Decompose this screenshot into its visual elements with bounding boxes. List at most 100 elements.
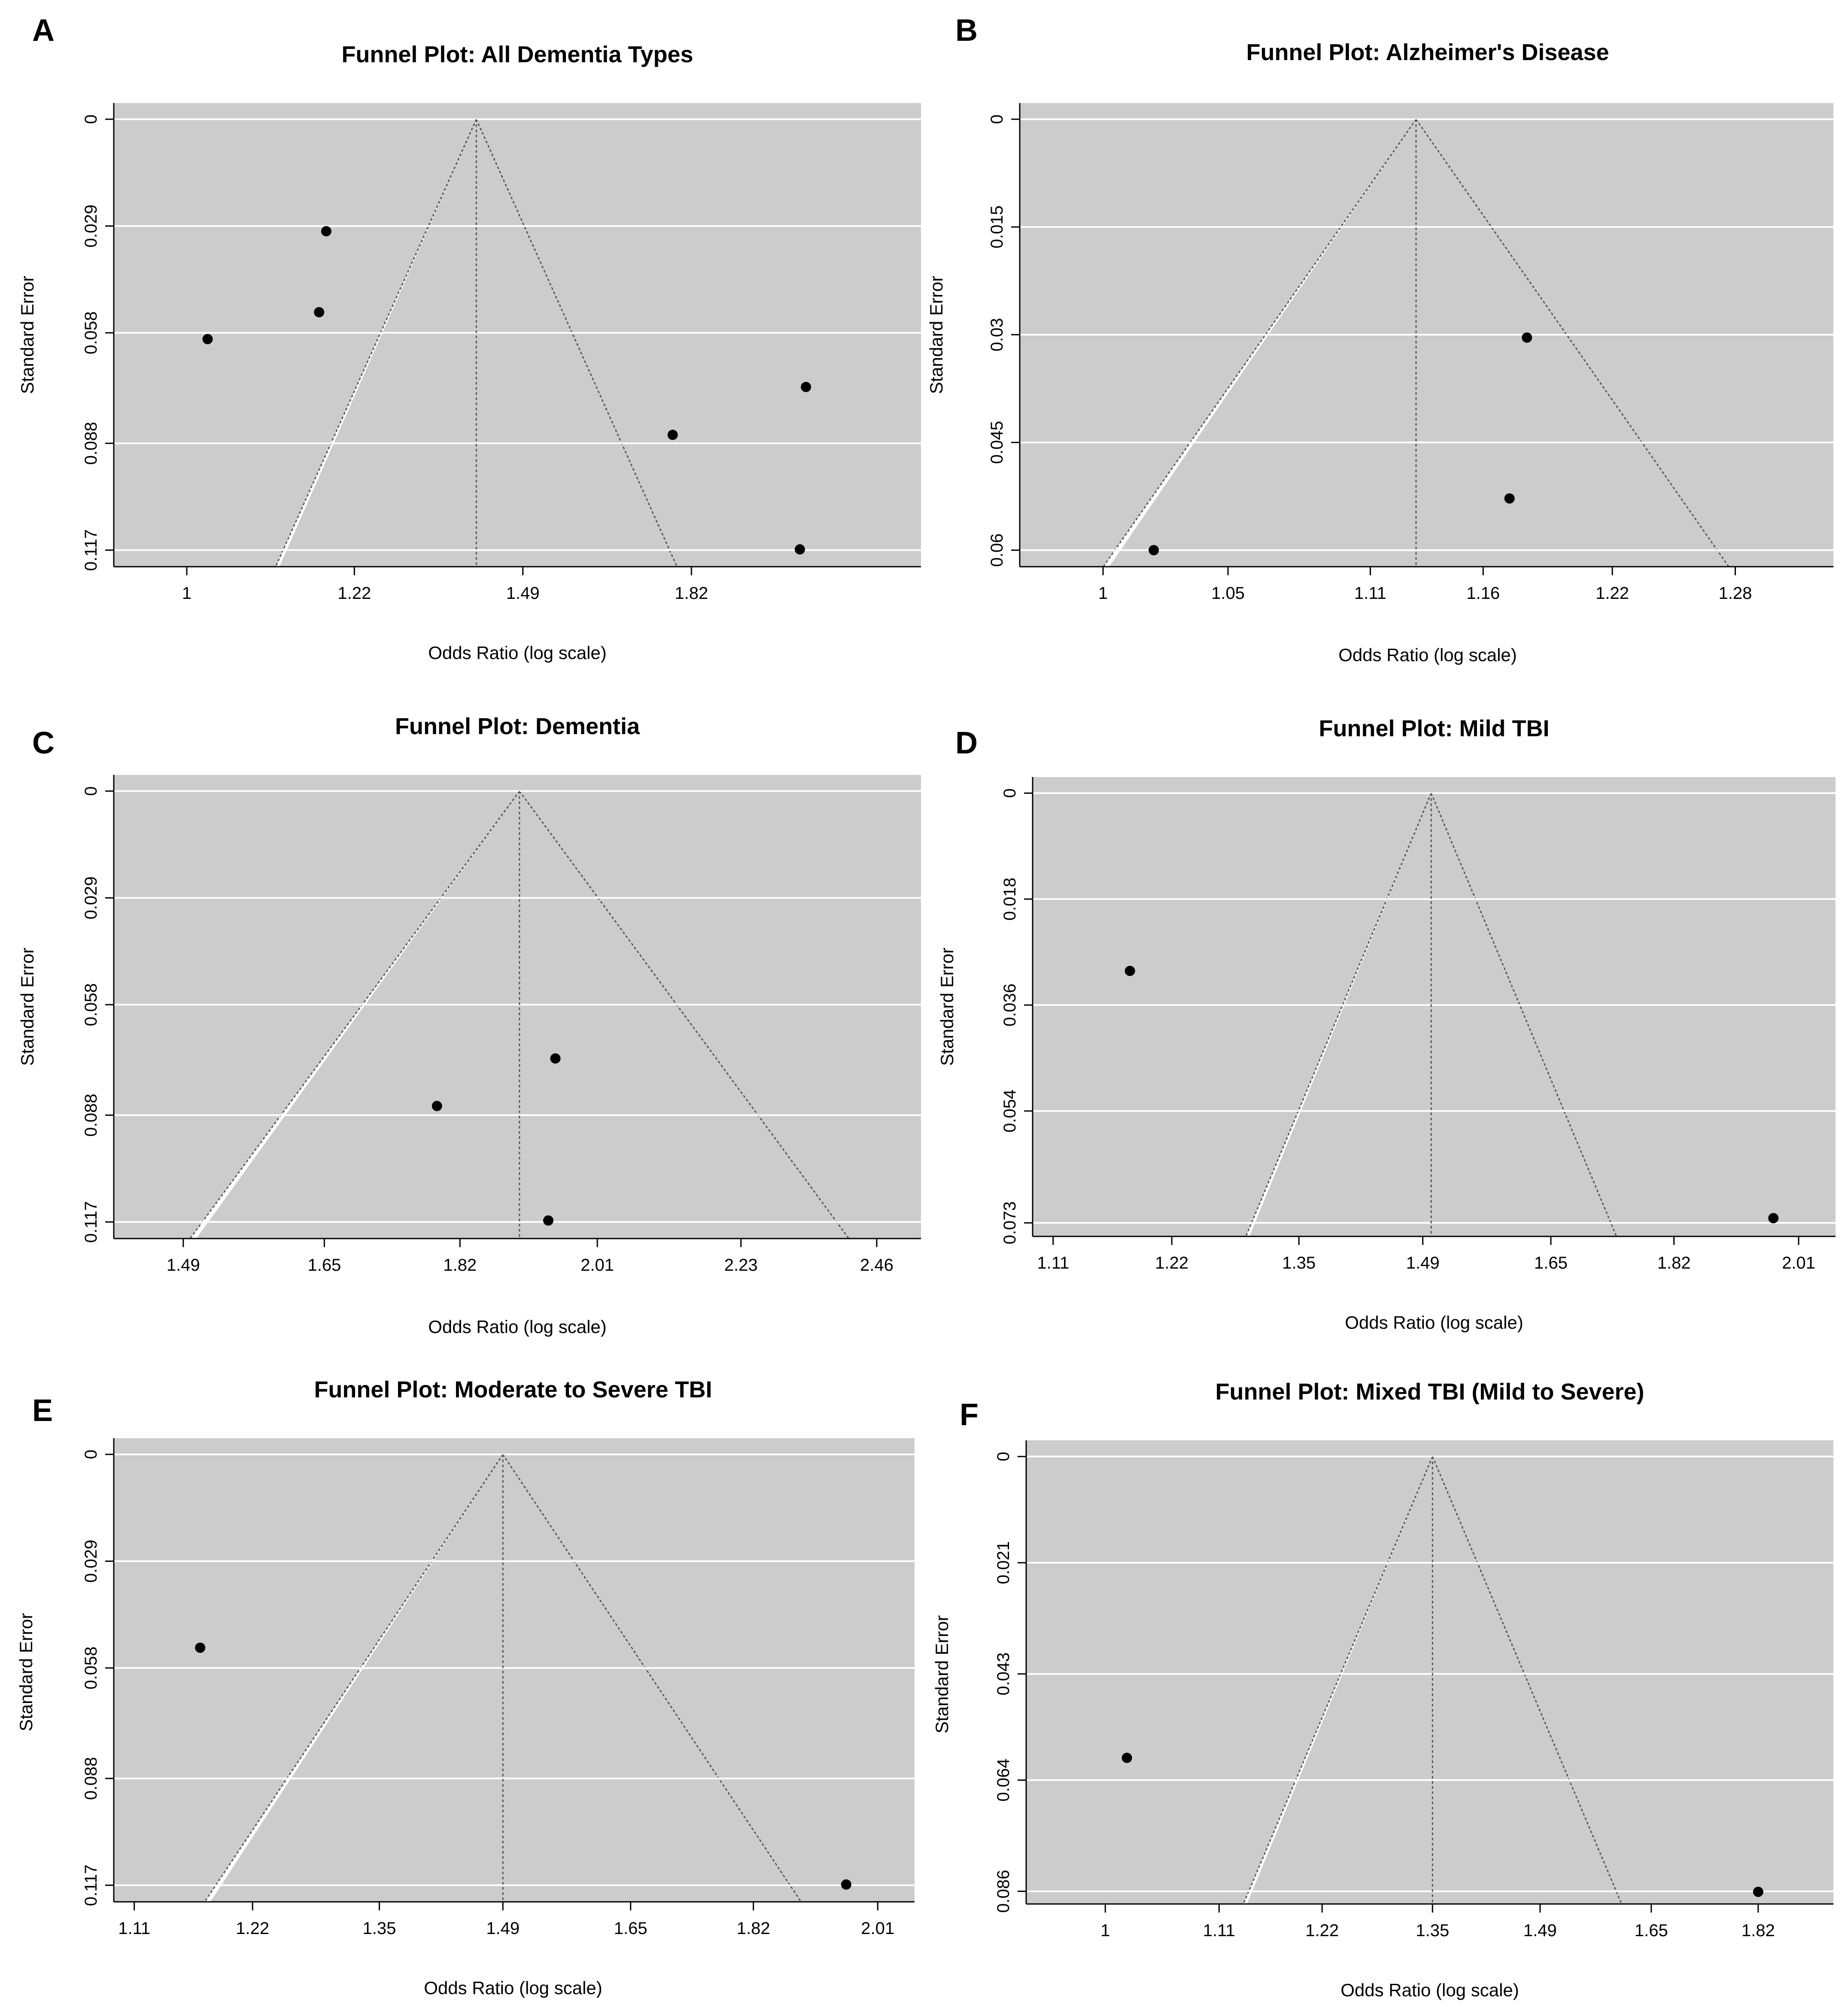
x-tick-label: 1.82 (675, 584, 708, 603)
y-axis-label: Standard Error (932, 1615, 952, 1733)
x-tick-label: 1.22 (1305, 1921, 1339, 1940)
x-tick-label: 1.22 (1155, 1254, 1188, 1272)
y-tick-label: 0.018 (1000, 877, 1019, 920)
x-tick-label: 1.65 (1635, 1921, 1668, 1940)
study-point (543, 1215, 553, 1226)
panel-letter: F (960, 1398, 979, 1432)
funnel-ci-line (1432, 1456, 1623, 1904)
panel-letter: E (32, 1394, 53, 1428)
y-tick-label: 0.086 (994, 1870, 1013, 1913)
study-point (801, 382, 812, 392)
panel-b: B Funnel Plot: Alzheimer's Disease 1 1.05… (926, 13, 1833, 665)
plot-area: 1 1.22 1.49 1.82 0 0.029 0.058 0.088 0.117 (82, 103, 921, 603)
panel-a: A Funnel Plot: All Dementia Types 1 1.22 1… (17, 13, 921, 663)
plot-area: 1.11 1.22 1.35 1.49 1.65 1.82 2.01 0 0.018 0.036 0… (1000, 777, 1836, 1272)
y-axis-label: Standard Error (16, 1613, 36, 1731)
y-tick-label: 0.029 (82, 205, 100, 248)
y-tick-label: 0.058 (82, 983, 100, 1026)
chart-title: Funnel Plot: Moderate to Severe TBI (314, 1377, 712, 1403)
y-tick-label: 0.029 (82, 877, 100, 920)
y-axis-label: Standard Error (937, 947, 957, 1066)
x-tick-label: 2.01 (861, 1919, 894, 1938)
study-point (1504, 493, 1515, 504)
x-axis-label: Odds Ratio (log scale) (1345, 1312, 1523, 1333)
x-tick-label: 1.49 (1406, 1254, 1440, 1272)
x-tick-label: 1.65 (1534, 1254, 1568, 1272)
y-tick-label: 0 (82, 115, 100, 124)
y-tick-label: 0.088 (82, 422, 100, 465)
x-axis-label: Odds Ratio (log scale) (424, 1978, 602, 1998)
y-tick-label: 0.064 (994, 1758, 1013, 1801)
plot-background (114, 103, 921, 567)
chart-title: Funnel Plot: Dementia (395, 714, 640, 739)
x-tick-label: 1.22 (337, 584, 371, 603)
y-tick-label: 0.073 (1000, 1201, 1019, 1244)
panel-f: F Funnel Plot: Mixed TBI (Mild to Severe… (932, 1379, 1833, 2000)
plot-background (114, 1438, 915, 1902)
funnel-ci-line (189, 790, 520, 1239)
study-point (432, 1101, 442, 1111)
funnel-ci-line (1243, 1456, 1433, 1904)
y-tick-label: 0.117 (82, 1864, 100, 1906)
y-axis-label: Standard Error (17, 947, 37, 1066)
study-point (1122, 1752, 1132, 1763)
x-tick-label: 1.49 (486, 1919, 520, 1938)
study-point (1125, 966, 1135, 976)
panel-letter: A (32, 13, 55, 48)
y-axis-label: Standard Error (17, 276, 37, 394)
y-tick-label: 0 (994, 1452, 1013, 1461)
y-tick-label: 0.117 (82, 1201, 100, 1243)
y-tick-label: 0.021 (994, 1541, 1013, 1584)
x-tick-label: 1.16 (1466, 584, 1500, 603)
panel-d: D Funnel Plot: Mild TBI 1.11 1.22 1.35 1.49… (937, 716, 1836, 1333)
study-point (202, 334, 213, 344)
x-tick-label: 1.11 (1354, 584, 1386, 603)
x-tick-label: 1.11 (1037, 1254, 1069, 1272)
chart-title: Funnel Plot: Mild TBI (1319, 716, 1550, 741)
x-tick-label: 1.22 (1596, 584, 1629, 603)
x-tick-label: 1 (1100, 1921, 1110, 1940)
x-tick-label: 1.11 (118, 1919, 150, 1938)
x-tick-label: 1.28 (1719, 584, 1752, 603)
funnel-ci-line (519, 790, 850, 1239)
y-tick-label: 0.06 (988, 534, 1006, 567)
x-tick-label: 1.11 (1203, 1921, 1235, 1940)
y-tick-label: 0.043 (994, 1652, 1013, 1695)
y-tick-label: 0.03 (988, 318, 1006, 352)
study-point (841, 1879, 851, 1890)
study-point (1768, 1213, 1779, 1224)
x-tick-label: 1.35 (363, 1919, 396, 1938)
funnel-ci-line (275, 119, 477, 567)
panel-letter: B (955, 13, 978, 48)
y-tick-label: 0.036 (1000, 984, 1019, 1026)
y-tick-label: 0.029 (82, 1540, 100, 1583)
study-point (314, 307, 325, 318)
study-point (1753, 1886, 1763, 1897)
study-point (195, 1643, 206, 1653)
x-tick-label: 1.35 (1416, 1921, 1449, 1940)
y-tick-label: 0 (82, 786, 100, 796)
plot-area: 1 1.05 1.11 1.16 1.22 1.28 0 0.015 0.03 0.045 0.06 (988, 103, 1833, 603)
y-tick-label: 0 (988, 115, 1006, 124)
x-axis-label: Odds Ratio (log scale) (428, 1317, 607, 1337)
x-axis-label: Odds Ratio (log scale) (1338, 645, 1517, 665)
y-tick-label: 0.088 (82, 1757, 100, 1800)
chart-title: Funnel Plot: All Dementia Types (341, 42, 693, 67)
y-tick-label: 0.015 (988, 206, 1006, 249)
y-axis-label: Standard Error (926, 276, 946, 394)
y-tick-label: 0.045 (988, 421, 1006, 464)
y-tick-label: 0.117 (82, 529, 100, 571)
x-tick-label: 1.49 (506, 584, 540, 603)
funnel-ci-line (1103, 118, 1417, 567)
y-tick-label: 0.054 (1000, 1090, 1019, 1133)
y-tick-label: 0 (82, 1450, 100, 1459)
y-tick-label: 0.058 (82, 1646, 100, 1689)
panel-letter: C (32, 726, 55, 760)
plot-background (1026, 1440, 1833, 1904)
x-tick-label: 1.82 (1742, 1921, 1775, 1940)
x-tick-label: 1.49 (1523, 1921, 1557, 1940)
plot-background (114, 775, 921, 1239)
y-tick-label: 0.058 (82, 311, 100, 354)
x-tick-label: 2.23 (724, 1256, 758, 1275)
study-point (1522, 332, 1532, 343)
